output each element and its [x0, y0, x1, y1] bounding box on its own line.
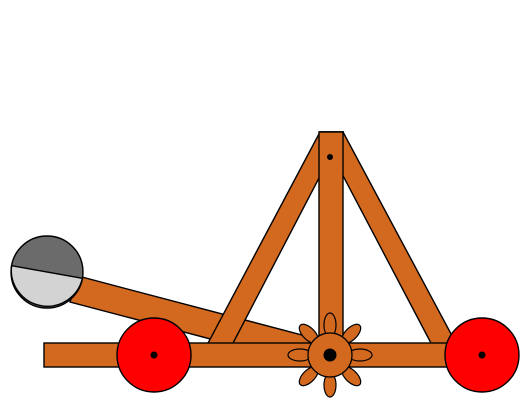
ball-icon — [10, 235, 84, 309]
ball-light-half — [10, 264, 84, 307]
right-wheel-axle — [478, 351, 486, 359]
left-wheel-axle — [150, 351, 158, 359]
wheel-icon — [444, 317, 520, 393]
gear-icon — [287, 312, 373, 398]
base-beam — [43, 342, 511, 368]
top-pivot-pin — [327, 154, 333, 160]
wheel-icon — [116, 317, 192, 393]
